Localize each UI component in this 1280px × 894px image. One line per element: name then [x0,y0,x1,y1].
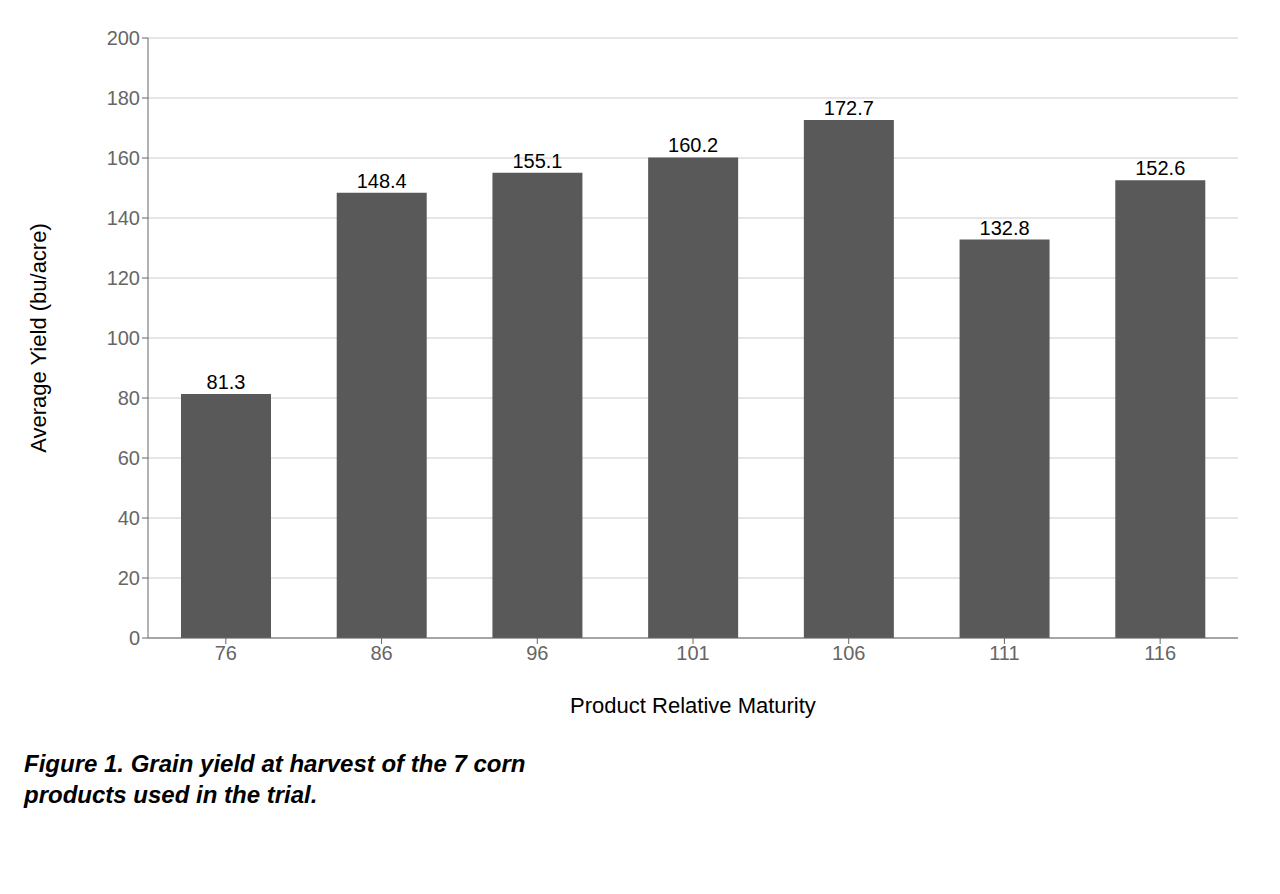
svg-text:200: 200 [107,27,140,49]
html-text:products used in the trial.: products used in the trial. [24,781,318,809]
svg-text:76: 76 [215,642,237,664]
svg-text:60: 60 [118,447,140,469]
svg-text:86: 86 [370,642,392,664]
svg-text:20: 20 [118,567,140,589]
svg-text:111: 111 [989,642,1019,664]
svg-text:160.2: 160.2 [668,134,718,156]
svg-text:160: 160 [107,147,140,169]
svg-text:Product Relative Maturity: Product Relative Maturity [570,693,816,718]
svg-text:172.7: 172.7 [824,97,874,119]
svg-text:132.8: 132.8 [980,217,1030,239]
svg-text:96: 96 [526,642,548,664]
svg-text:81.3: 81.3 [207,371,246,393]
svg-text:140: 140 [107,207,140,229]
svg-text:0: 0 [129,627,140,649]
html-text:Figure 1. Grain yield at harve: Figure 1. Grain yield at harvest of the … [24,750,526,777]
svg-text:100: 100 [107,327,140,349]
svg-text:148.4: 148.4 [357,170,407,192]
svg-text:155.1: 155.1 [512,150,562,172]
svg-text:Average Yield (bu/acre): Average Yield (bu/acre) [26,223,51,453]
svg-text:101: 101 [676,642,709,664]
svg-text:40: 40 [118,507,140,529]
svg-text:180: 180 [107,87,140,109]
svg-text:80: 80 [118,387,140,409]
svg-text:120: 120 [107,267,140,289]
svg-text:116: 116 [1144,642,1176,664]
svg-text:152.6: 152.6 [1135,157,1185,179]
svg-text:106: 106 [832,642,865,664]
